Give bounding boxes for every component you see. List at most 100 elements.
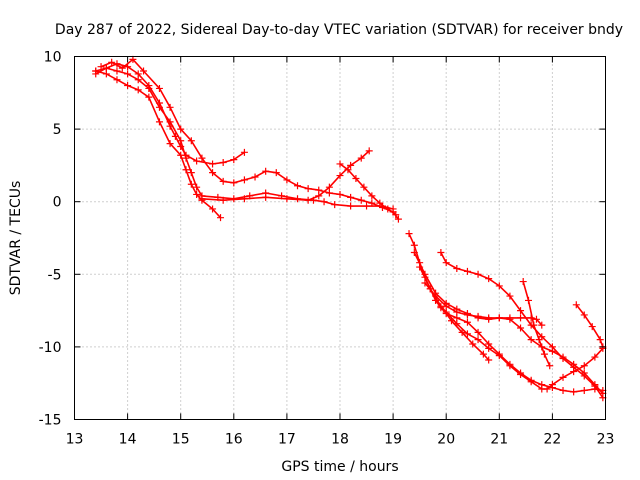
data-point (588, 323, 596, 331)
axis-ticks (74, 56, 606, 420)
series-sat-a (92, 64, 397, 213)
data-point (384, 205, 392, 213)
data-point (453, 264, 461, 272)
x-tick-label: 20 (437, 432, 455, 448)
data-point (145, 93, 153, 101)
data-point (368, 199, 376, 207)
data-point (548, 381, 556, 389)
data-point (570, 388, 578, 396)
data-point (124, 82, 132, 90)
data-point (304, 196, 312, 204)
data-point (294, 182, 302, 190)
data-point (129, 55, 137, 63)
data-point (376, 199, 384, 207)
data-point (283, 176, 291, 184)
data-point (145, 82, 153, 90)
data-point (272, 169, 280, 177)
x-tick-label: 14 (119, 432, 137, 448)
data-points (92, 55, 607, 402)
data-point (331, 201, 339, 209)
series-sat-l (432, 296, 607, 393)
series-sat-b (92, 67, 225, 222)
data-point (198, 154, 206, 162)
chart-title: Day 287 of 2022, Sidereal Day-to-day VTE… (55, 22, 623, 38)
data-point (155, 99, 163, 107)
data-point (92, 70, 100, 78)
y-tick-label: -10 (39, 340, 62, 356)
series-sat-h (410, 249, 607, 397)
data-point (347, 202, 355, 210)
data-point (357, 196, 365, 204)
data-point (166, 122, 174, 130)
data-point (363, 202, 371, 210)
x-tick-label: 15 (172, 432, 190, 448)
data-point (410, 241, 418, 249)
series-sat-n (572, 301, 607, 351)
data-point (219, 177, 227, 185)
data-point (559, 386, 567, 394)
y-tick-label: 10 (44, 50, 62, 66)
series-sat-k (421, 279, 546, 329)
data-point (463, 267, 471, 275)
data-point (360, 183, 368, 191)
series-trace (435, 299, 604, 390)
y-axis-label: SDTVAR / TECUs (8, 181, 24, 296)
data-point (453, 320, 461, 328)
data-point (559, 355, 567, 363)
data-point (506, 292, 514, 300)
data-point (166, 103, 174, 111)
y-tick-label: -5 (48, 267, 62, 283)
data-point (517, 370, 525, 378)
data-point (495, 314, 503, 322)
data-point (155, 84, 163, 92)
x-tick-label: 13 (66, 432, 84, 448)
data-point (209, 169, 217, 177)
x-tick-label: 16 (225, 432, 243, 448)
data-point (416, 263, 424, 271)
data-point (113, 76, 121, 84)
data-point (463, 330, 471, 338)
data-point (485, 356, 493, 364)
data-point (336, 160, 344, 168)
data-point (347, 193, 355, 201)
data-point (543, 385, 551, 393)
y-tick-label: 0 (53, 195, 62, 211)
data-point (580, 386, 588, 394)
data-point (336, 172, 344, 180)
data-point (251, 173, 259, 181)
series-trace (201, 150, 370, 201)
data-point (209, 205, 217, 213)
data-point (124, 70, 132, 78)
data-point (442, 308, 450, 316)
data-point (474, 270, 482, 278)
data-point (485, 314, 493, 322)
data-point (527, 336, 535, 344)
data-point (517, 314, 525, 322)
data-point (315, 192, 323, 200)
series-trace (339, 163, 397, 216)
data-point (474, 336, 482, 344)
data-point (535, 336, 543, 344)
data-point (193, 183, 201, 191)
data-point (596, 336, 604, 344)
data-point (209, 160, 217, 168)
data-point (240, 176, 248, 184)
data-point (230, 156, 238, 164)
data-point (240, 148, 248, 156)
data-point (517, 324, 525, 332)
data-point (479, 350, 487, 358)
data-point (304, 185, 312, 193)
data-point (262, 167, 270, 175)
data-point (392, 211, 400, 219)
data-point (538, 321, 546, 329)
data-point (548, 343, 556, 351)
data-point (283, 195, 291, 203)
x-tick-label: 18 (331, 432, 349, 448)
data-point (219, 196, 227, 204)
data-point (591, 353, 599, 361)
data-point (134, 70, 142, 78)
data-point (118, 64, 126, 72)
data-point (591, 382, 599, 390)
data-point (352, 174, 360, 182)
